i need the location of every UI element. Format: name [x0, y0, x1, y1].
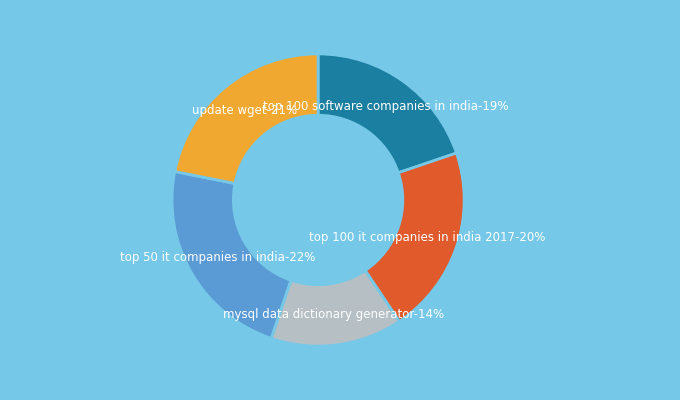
Wedge shape	[365, 153, 464, 322]
Wedge shape	[175, 54, 318, 184]
Wedge shape	[172, 172, 291, 338]
Text: mysql data dictionary generator-14%: mysql data dictionary generator-14%	[222, 308, 444, 321]
Text: top 100 software companies in india-19%: top 100 software companies in india-19%	[262, 100, 508, 113]
Text: update wget-21%: update wget-21%	[192, 104, 297, 117]
Text: top 100 it companies in india 2017-20%: top 100 it companies in india 2017-20%	[309, 230, 545, 244]
Wedge shape	[271, 270, 399, 346]
Wedge shape	[318, 54, 456, 173]
Text: top 50 it companies in india-22%: top 50 it companies in india-22%	[120, 251, 316, 264]
